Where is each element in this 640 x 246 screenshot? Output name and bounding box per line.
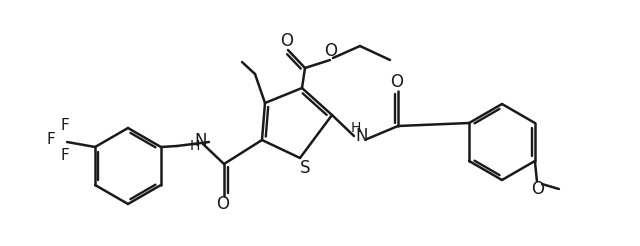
Text: O: O — [216, 195, 230, 213]
Text: H: H — [351, 121, 361, 135]
Text: F: F — [61, 119, 70, 134]
Text: O: O — [324, 42, 337, 60]
Text: H: H — [190, 139, 200, 153]
Text: N: N — [195, 132, 207, 150]
Text: S: S — [300, 159, 310, 177]
Text: F: F — [61, 148, 70, 163]
Text: F: F — [47, 132, 56, 147]
Text: O: O — [531, 180, 545, 198]
Text: N: N — [356, 127, 368, 145]
Text: O: O — [280, 32, 294, 50]
Text: O: O — [390, 73, 403, 91]
